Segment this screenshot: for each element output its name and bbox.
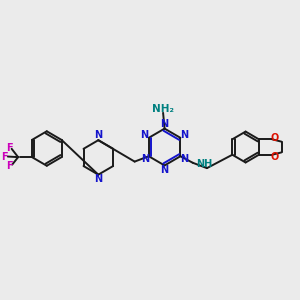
Text: N: N [181,130,189,140]
Text: N: N [160,119,169,129]
Text: O: O [270,152,279,161]
Text: N: N [180,154,188,164]
Text: F: F [2,152,8,161]
Text: NH: NH [196,159,212,169]
Text: N: N [141,154,149,164]
Text: N: N [141,130,149,140]
Text: N: N [94,174,102,184]
Text: N: N [160,165,169,175]
Text: O: O [270,133,279,142]
Text: F: F [6,143,13,153]
Text: F: F [7,161,13,171]
Text: NH₂: NH₂ [152,104,174,114]
Text: N: N [94,130,102,140]
